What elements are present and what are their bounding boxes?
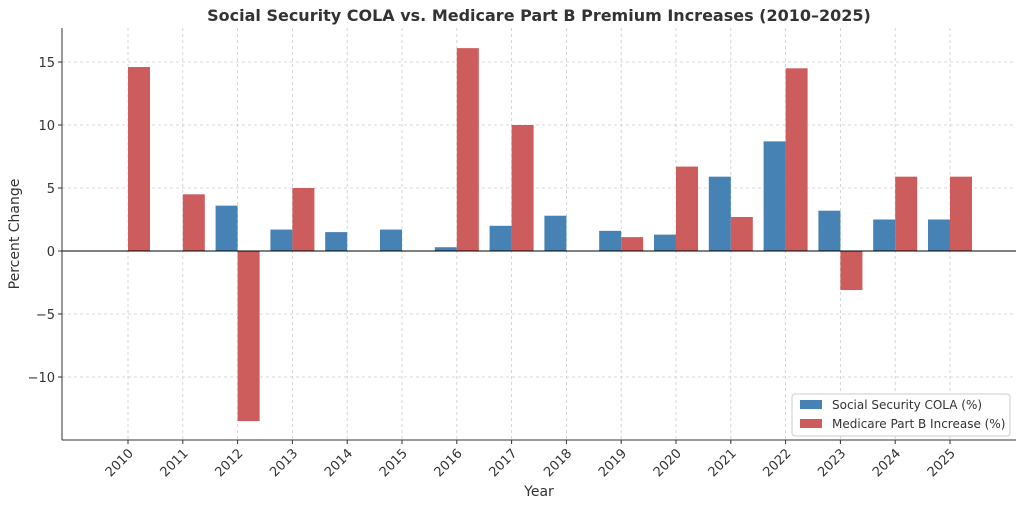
y-tick-label: 15 xyxy=(38,56,55,71)
x-tick-label: 2020 xyxy=(651,446,685,480)
x-axis-label: Year xyxy=(523,484,554,500)
bar-medicare xyxy=(292,188,315,251)
x-tick-label: 2021 xyxy=(706,446,740,480)
grid xyxy=(62,28,1016,440)
x-tick-label: 2012 xyxy=(212,446,246,480)
chart-title: Social Security COLA vs. Medicare Part B… xyxy=(207,6,871,25)
x-tick-label: 2011 xyxy=(158,446,192,480)
x-tick-label: 2025 xyxy=(925,446,959,480)
bar-medicare xyxy=(895,176,918,251)
x-tick-label: 2014 xyxy=(322,446,356,480)
legend-label: Social Security COLA (%) xyxy=(832,398,982,412)
bar-cola xyxy=(434,247,457,251)
bar-medicare xyxy=(456,48,479,251)
bar-cola xyxy=(928,219,950,251)
bar-medicare xyxy=(237,251,260,422)
x-tick-label: 2016 xyxy=(432,446,466,480)
x-tick-label: 2018 xyxy=(541,446,575,480)
bar-cola xyxy=(873,219,896,251)
bar-medicare xyxy=(950,176,972,251)
legend-swatch xyxy=(800,419,822,428)
x-tick-label: 2010 xyxy=(103,446,137,480)
bar-medicare xyxy=(621,237,644,251)
x-tick-label: 2023 xyxy=(815,446,849,480)
y-tick-label: −10 xyxy=(28,371,55,386)
bar-cola xyxy=(325,232,348,251)
bars xyxy=(128,48,972,422)
bar-cola xyxy=(763,141,786,251)
bar-cola xyxy=(599,230,622,251)
bar-cola xyxy=(270,229,293,251)
bar-medicare xyxy=(128,67,150,251)
bar-cola xyxy=(380,229,402,251)
y-tick-label: −5 xyxy=(36,308,55,323)
legend-box xyxy=(791,393,1011,437)
x-tick-label: 2019 xyxy=(596,446,630,480)
bar-cola xyxy=(489,225,512,251)
y-tick-label: 5 xyxy=(47,182,55,197)
x-tick-label: 2017 xyxy=(486,446,520,480)
y-tick-label: 10 xyxy=(38,119,55,134)
x-tick-label: 2022 xyxy=(760,446,794,480)
bar-medicare xyxy=(511,125,534,251)
bar-cola xyxy=(654,234,676,251)
bar-medicare xyxy=(182,194,205,251)
bar-medicare xyxy=(840,251,863,291)
x-tick-label: 2013 xyxy=(267,446,301,480)
legend-label: Medicare Part B Increase (%) xyxy=(832,417,1005,431)
y-axis-label: Percent Change xyxy=(7,179,23,290)
bar-cola xyxy=(708,176,731,251)
bar-cola xyxy=(544,215,567,251)
legend: Social Security COLA (%) Medicare Part B … xyxy=(791,393,1011,437)
legend-swatch xyxy=(800,400,822,409)
y-tick-label: 0 xyxy=(47,245,55,260)
bar-cola xyxy=(215,205,238,251)
x-tick-label: 2024 xyxy=(870,446,904,480)
x-tick-label: 2015 xyxy=(377,446,411,480)
bar-medicare xyxy=(730,216,753,251)
bar-medicare xyxy=(785,68,808,251)
bar-medicare xyxy=(676,166,698,251)
bar-cola xyxy=(818,210,841,251)
